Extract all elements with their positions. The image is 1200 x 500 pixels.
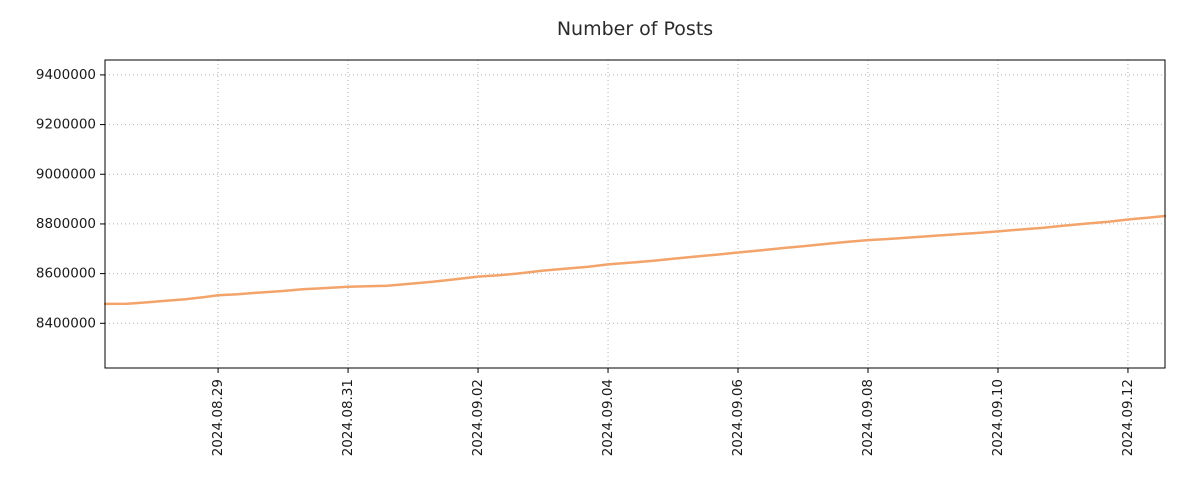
x-tick-label: 2024.09.12	[1120, 379, 1136, 456]
chart-title: Number of Posts	[556, 18, 714, 40]
y-tick-label: 9000000	[36, 166, 96, 182]
y-tick-label: 8800000	[36, 216, 96, 232]
x-tick-label: 2024.09.08	[860, 379, 876, 456]
x-tick-label: 2024.09.06	[730, 379, 746, 456]
x-tick-label: 2024.08.29	[210, 379, 226, 456]
x-tick-label: 2024.08.31	[340, 379, 356, 456]
x-tick-label: 2024.09.10	[990, 379, 1006, 456]
x-tick-label: 2024.09.02	[470, 379, 486, 456]
y-tick-label: 9200000	[36, 117, 96, 133]
series-posts-line	[103, 214, 1167, 306]
x-tick-label: 2024.09.04	[600, 379, 616, 456]
y-tick-label: 8400000	[36, 315, 96, 331]
plot-frame	[104, 59, 1166, 369]
y-tick-label: 8600000	[36, 266, 96, 282]
y-tick-label: 9400000	[36, 67, 96, 83]
